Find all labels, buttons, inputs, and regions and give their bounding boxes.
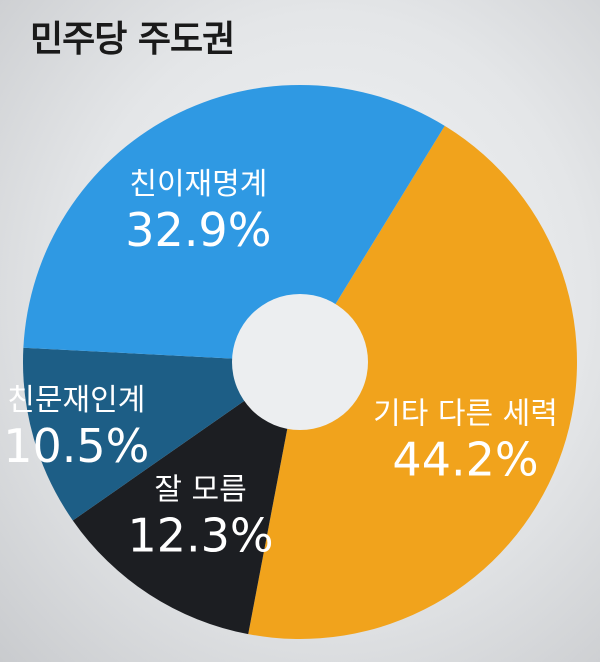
pie-slice-3	[23, 347, 301, 521]
slice-label-2: 잘 모름	[154, 472, 246, 507]
slice-label-1: 기타 다른 세력	[373, 397, 558, 432]
donut-hole	[232, 294, 368, 430]
slice-label-3: 친문재인계	[7, 383, 145, 418]
slice-label-4: 친이재명계	[129, 167, 267, 202]
slice-value-2: 12.3%	[128, 508, 274, 562]
pie-slice-2	[72, 362, 301, 635]
chart-title: 민주당 주도권	[30, 19, 235, 60]
slice-value-1: 44.2%	[392, 433, 538, 487]
slice-value-4: 32.9%	[125, 203, 271, 257]
pie-slice-1	[248, 125, 577, 640]
pie-slice-4	[23, 85, 445, 363]
slice-value-3: 10.5%	[3, 419, 149, 473]
